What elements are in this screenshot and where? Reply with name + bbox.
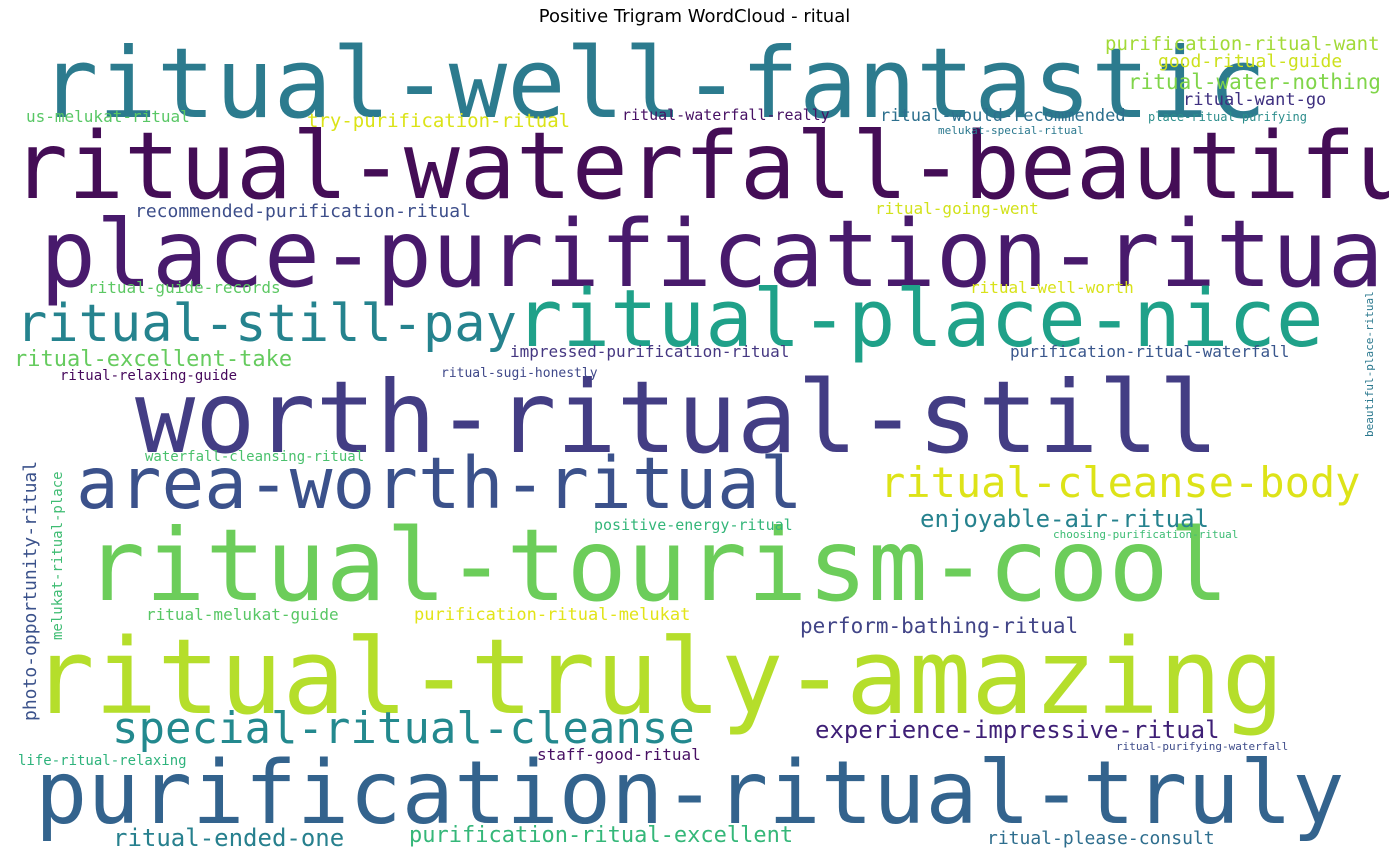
word: beautiful-place-ritual — [1363, 291, 1376, 437]
word: ritual-want-go — [1183, 90, 1327, 110]
word: ritual-sugi-honestly — [441, 366, 598, 381]
word: ritual-water-nothing — [1128, 70, 1381, 94]
word: ritual-relaxing-guide — [60, 368, 238, 384]
word: ritual-still-pay — [16, 294, 517, 354]
word: place-ritual-purifying — [1148, 110, 1307, 124]
word: us-melukat-ritual — [26, 107, 190, 126]
word: ritual-melukat-guide — [146, 605, 339, 624]
word: waterfall-cleansing-ritual — [145, 449, 365, 465]
word: ritual-truly-amazing — [32, 616, 1285, 738]
word: melukat-special-ritual — [938, 124, 1084, 137]
word: staff-good-ritual — [537, 745, 701, 764]
word: ritual-well-worth — [970, 278, 1134, 297]
word: area-worth-ritual — [76, 442, 803, 525]
word: photo-opportunity-ritual — [20, 460, 41, 721]
word: ritual-waterfall-beautiful — [12, 112, 1389, 220]
word: enjoyable-air-ritual — [920, 505, 1209, 533]
word: experience-impressive-ritual — [815, 716, 1220, 744]
word: try-purification-ritual — [307, 110, 571, 132]
word: special-ritual-cleanse — [112, 703, 695, 754]
word: perform-bathing-ritual — [800, 614, 1079, 638]
word: ritual-ended-one — [113, 824, 345, 852]
word: place-purification-ritual — [40, 200, 1389, 308]
word: choosing-purification-ritual — [1053, 528, 1239, 541]
word: impressed-purification-ritual — [510, 342, 790, 361]
word: ritual-please-consult — [987, 828, 1215, 849]
word: worth-ritual-still — [135, 359, 1219, 476]
word: ritual-tourism-cool — [85, 507, 1229, 624]
word: ritual-place-nice — [515, 273, 1324, 365]
word: positive-energy-ritual — [594, 516, 793, 534]
word: recommended-purification-ritual — [135, 201, 471, 222]
word: ritual-purifying-waterfall — [1116, 740, 1289, 753]
word: life-ritual-relaxing — [18, 753, 187, 769]
chart-title: Positive Trigram WordCloud - ritual — [538, 6, 851, 27]
word: good-ritual-guide — [1158, 51, 1343, 72]
word: melukat-ritual-place — [50, 471, 66, 640]
word: purification-ritual-truly — [35, 742, 1345, 844]
word: ritual-well-fantastic — [40, 27, 1267, 140]
word: ritual-waterfall-really — [622, 106, 830, 124]
word: ritual-guide-records — [88, 278, 281, 297]
word: ritual-cleanse-body — [880, 458, 1361, 507]
word: purification-ritual-excellent — [409, 823, 794, 848]
word: ritual-would-recommended — [880, 106, 1126, 126]
word: purification-ritual-melukat — [414, 605, 691, 625]
word: purification-ritual-want — [1105, 33, 1380, 55]
word: purification-ritual-waterfall — [1010, 342, 1290, 361]
word: ritual-excellent-take — [14, 347, 293, 372]
word: ritual-going-went — [875, 199, 1039, 218]
